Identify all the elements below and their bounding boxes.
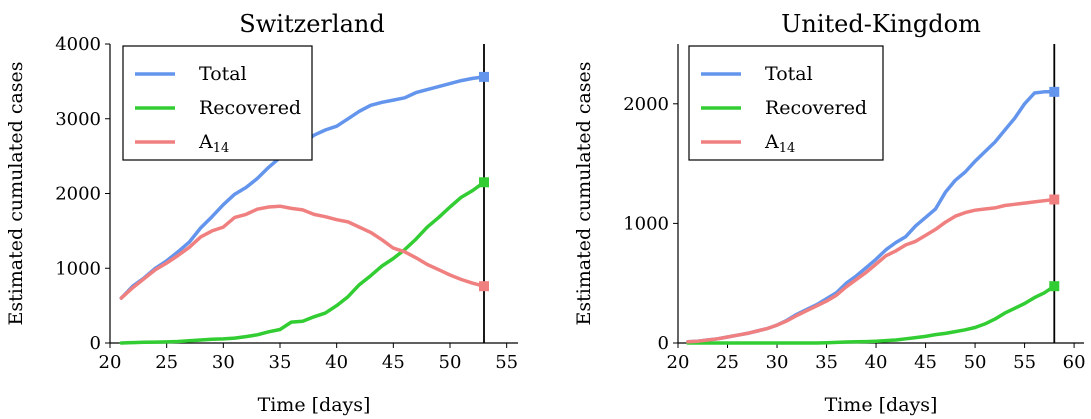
x-tick-label: 40: [325, 352, 348, 373]
x-tick-label: 40: [865, 352, 888, 373]
x-tick-label: 30: [212, 352, 235, 373]
x-tick-label: 25: [155, 352, 178, 373]
y-axis-label: Estimated cumulated cases: [5, 61, 27, 325]
x-tick-label: 35: [815, 352, 838, 373]
x-tick-label: 45: [382, 352, 405, 373]
y-tick-label: 2000: [55, 184, 101, 205]
legend-label-0: Total: [199, 63, 247, 85]
x-tick-label: 25: [716, 352, 739, 373]
y-tick-label: 3000: [55, 109, 101, 130]
y-tick-label: 2000: [623, 94, 669, 115]
x-axis-label: Time [days]: [258, 394, 371, 416]
legend-label-subscript: 14: [213, 141, 230, 156]
series-end-marker-2: [479, 281, 489, 292]
chart-panel-0: Switzerland 20 25 30 35 40 45 50 55 0 1000 2000 3000…: [5, 10, 518, 416]
legend-label-1: Recovered: [765, 97, 867, 119]
chart-title: United-Kingdom: [781, 10, 981, 38]
x-tick-label: 50: [439, 352, 462, 373]
x-tick-label: 45: [914, 352, 937, 373]
series-end-marker-0: [1049, 86, 1060, 97]
y-axis-label: Estimated cumulated cases: [573, 61, 595, 325]
x-tick-label: 60: [1063, 352, 1086, 373]
series-end-marker-1: [1049, 281, 1060, 292]
legend-label-0: Total: [765, 63, 813, 85]
series-end-marker-0: [479, 71, 489, 82]
x-tick-label: 55: [495, 352, 518, 373]
y-tick-label: 1000: [623, 213, 669, 234]
series-end-marker-2: [1049, 194, 1060, 205]
x-tick-label: 20: [667, 352, 690, 373]
chart-panel-1: United-Kingdom 20 25 30 35 40 45 50 55 60 0 1000 200…: [573, 10, 1086, 416]
legend-label-1: Recovered: [199, 97, 301, 119]
x-tick-label: 55: [1013, 352, 1036, 373]
x-tick-label: 30: [766, 352, 789, 373]
x-tick-label: 35: [269, 352, 292, 373]
series-end-marker-1: [479, 177, 489, 188]
series-line-2: [686, 197, 1057, 344]
y-tick-label: 1000: [55, 258, 101, 279]
x-axis-label: Time [days]: [825, 394, 938, 416]
y-tick-label: 4000: [55, 34, 101, 55]
y-tick-label: 0: [658, 333, 669, 354]
series-line-2: [119, 204, 486, 300]
series-line-1: [119, 180, 486, 345]
y-tick-label: 0: [90, 333, 101, 354]
x-tick-label: 20: [99, 352, 122, 373]
x-tick-label: 50: [964, 352, 987, 373]
series-line-1: [686, 284, 1057, 345]
legend-label-subscript: 14: [779, 141, 796, 156]
chart-title: Switzerland: [239, 10, 384, 38]
